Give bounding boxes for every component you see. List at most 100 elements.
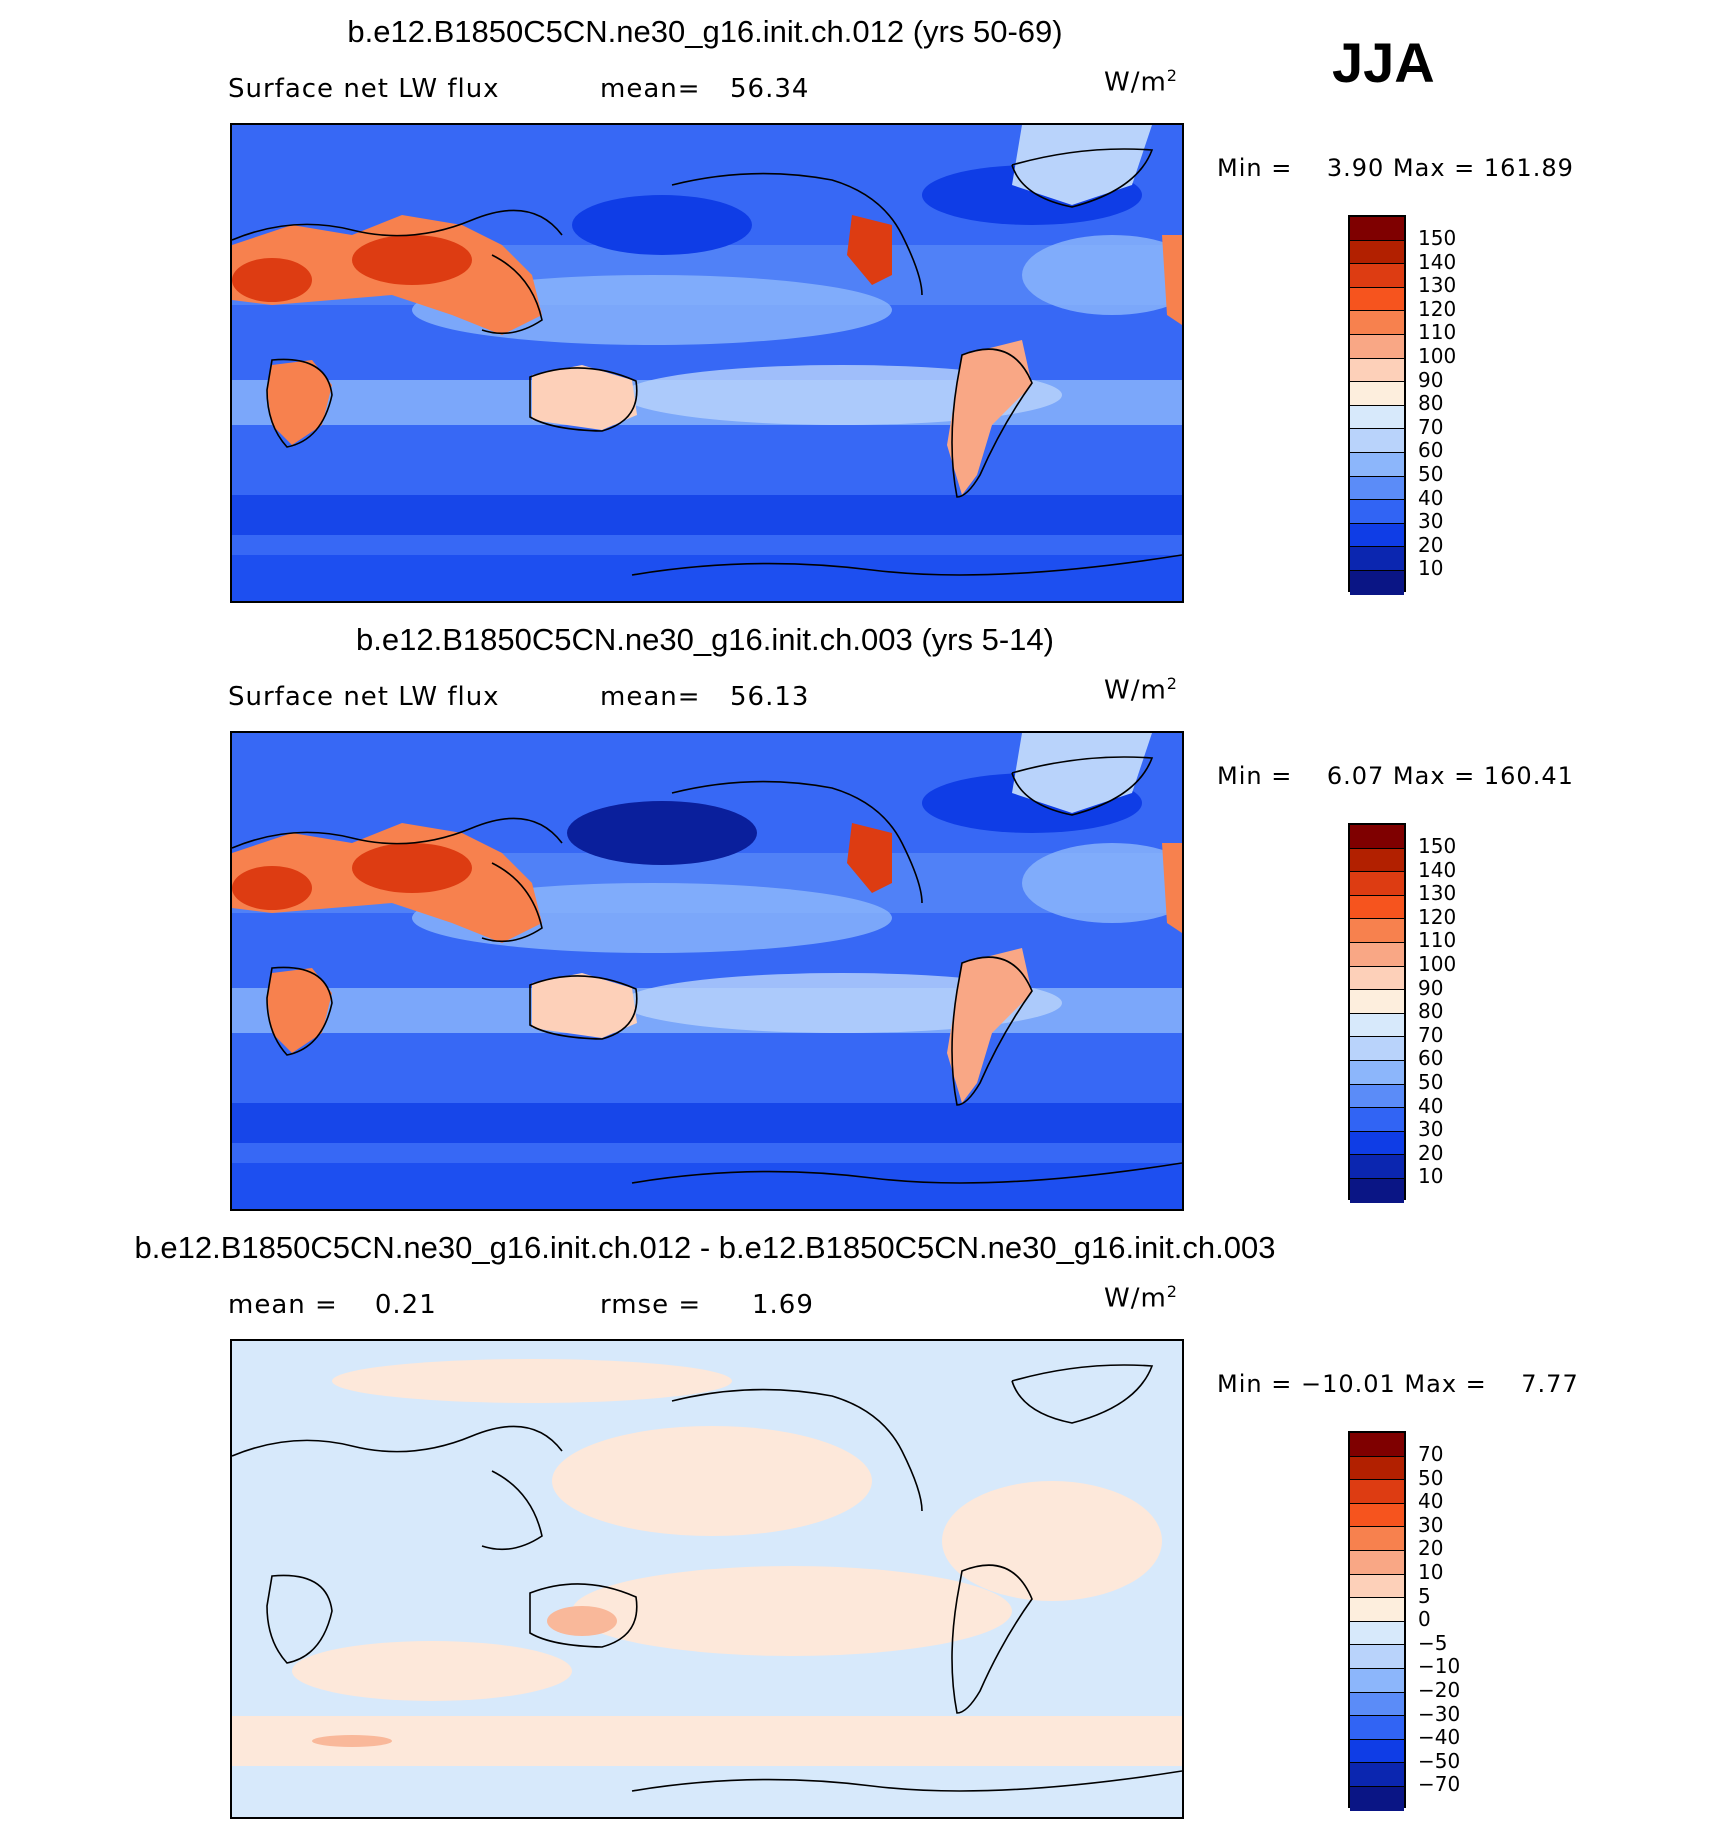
colorbar-label: 150 — [1418, 226, 1457, 250]
colorbar-swatch — [1350, 872, 1404, 896]
colorbar-swatch — [1350, 358, 1404, 383]
colorbar-label: 50 — [1418, 1069, 1444, 1094]
colorbar-label: 90 — [1418, 975, 1444, 1000]
colorbar-label: −50 — [1418, 1748, 1461, 1773]
colorbar-label: 70 — [1418, 1022, 1444, 1047]
colorbar-label: 120 — [1418, 296, 1457, 321]
colorbar-label: 150 — [1418, 834, 1457, 858]
colorbar-label: 5 — [1418, 1583, 1431, 1608]
colorbar-label: −5 — [1418, 1630, 1448, 1655]
colorbar-swatch — [1350, 1716, 1404, 1740]
panel3-colorbar-labels: 70 50 40 30 20 10 5 0 −5 −10 −20 −30 −40… — [1418, 1442, 1461, 1797]
colorbar-swatch — [1350, 1692, 1404, 1717]
colorbar-swatch — [1350, 217, 1404, 241]
colorbar-swatch — [1350, 1178, 1404, 1203]
colorbar-label: 50 — [1418, 461, 1444, 486]
colorbar-label: 50 — [1418, 1465, 1444, 1490]
colorbar-label: 130 — [1418, 881, 1457, 906]
colorbar-swatch — [1350, 382, 1404, 406]
panel1-colorbar — [1348, 215, 1406, 595]
colorbar-label: 100 — [1418, 951, 1457, 976]
colorbar-label: 40 — [1418, 1093, 1444, 1118]
colorbar-label: 40 — [1418, 1489, 1444, 1514]
colorbar-swatch — [1350, 240, 1404, 265]
panel1-map — [230, 123, 1184, 603]
panel2-units: W/m2 — [1104, 674, 1178, 706]
panel2-variable-label: Surface net LW flux — [228, 682, 500, 712]
panel3-minmax: Min = −10.01 Max = 7.77 — [1217, 1370, 1579, 1398]
colorbar-swatch — [1350, 523, 1404, 548]
panel3-title: b.e12.B1850C5CN.ne30_g16.init.ch.012 - b… — [134, 1230, 1276, 1265]
panel3-colorbar — [1348, 1431, 1406, 1811]
season-label: JJA — [1332, 31, 1435, 94]
colorbar-swatch — [1350, 547, 1404, 571]
colorbar-swatch — [1350, 1527, 1404, 1551]
colorbar-swatch — [1350, 825, 1404, 849]
colorbar-swatch — [1350, 264, 1404, 288]
colorbar-swatch — [1350, 311, 1404, 335]
colorbar-swatch — [1350, 1013, 1404, 1038]
panel2-minmax: Min = 6.07 Max = 160.41 — [1217, 762, 1574, 790]
colorbar-swatch — [1350, 1060, 1404, 1085]
panel3-map — [230, 1339, 1184, 1819]
colorbar-label: 30 — [1418, 1117, 1444, 1142]
colorbar-label: 140 — [1418, 249, 1457, 274]
colorbar-label: 10 — [1418, 1164, 1444, 1189]
colorbar-label: 60 — [1418, 438, 1444, 463]
colorbar-label: 20 — [1418, 1140, 1444, 1165]
colorbar-label: 140 — [1418, 857, 1457, 882]
colorbar-label: 10 — [1418, 1559, 1444, 1584]
colorbar-swatch — [1350, 966, 1404, 991]
panel2-mean-label: mean= — [600, 682, 701, 712]
colorbar-label: 110 — [1418, 928, 1457, 953]
colorbar-label: 100 — [1418, 343, 1457, 368]
colorbar-swatch — [1350, 1037, 1404, 1061]
colorbar-swatch — [1350, 1433, 1404, 1457]
colorbar-label: 70 — [1418, 1442, 1444, 1466]
colorbar-swatch — [1350, 287, 1404, 312]
colorbar-label: −30 — [1418, 1701, 1461, 1726]
panel2-title: b.e12.B1850C5CN.ne30_g16.init.ch.003 (yr… — [356, 622, 1054, 657]
colorbar-swatch — [1350, 1108, 1404, 1132]
colorbar-swatch — [1350, 1550, 1404, 1575]
colorbar-label: 30 — [1418, 1512, 1444, 1537]
panel2-colorbar-labels: 150 140 130 120 110 100 90 80 70 60 50 4… — [1418, 834, 1457, 1189]
panel3-units: W/m2 — [1104, 1282, 1178, 1314]
colorbar-swatch — [1350, 405, 1404, 430]
colorbar-swatch — [1350, 1155, 1404, 1179]
colorbar-label: −70 — [1418, 1772, 1461, 1797]
colorbar-label: 20 — [1418, 1536, 1444, 1561]
colorbar-swatch — [1350, 1668, 1404, 1693]
colorbar-label: 120 — [1418, 904, 1457, 929]
colorbar-swatch — [1350, 334, 1404, 359]
panel1-title: b.e12.B1850C5CN.ne30_g16.init.ch.012 (yr… — [347, 14, 1063, 49]
colorbar-swatch — [1350, 1598, 1404, 1622]
panel1-units: W/m2 — [1104, 66, 1178, 98]
colorbar-swatch — [1350, 1763, 1404, 1787]
colorbar-swatch — [1350, 1480, 1404, 1504]
colorbar-swatch — [1350, 1621, 1404, 1646]
colorbar-swatch — [1350, 570, 1404, 595]
colorbar-swatch — [1350, 452, 1404, 477]
colorbar-swatch — [1350, 1503, 1404, 1528]
colorbar-label: 40 — [1418, 485, 1444, 510]
colorbar-label: 10 — [1418, 556, 1444, 581]
colorbar-swatch — [1350, 1786, 1404, 1811]
panel3-rmse-value: 1.69 — [752, 1290, 814, 1320]
colorbar-swatch — [1350, 990, 1404, 1014]
panel2-mean-value: 56.13 — [730, 682, 810, 712]
colorbar-label: −20 — [1418, 1677, 1461, 1702]
panel1-minmax: Min = 3.90 Max = 161.89 — [1217, 154, 1574, 182]
colorbar-label: 90 — [1418, 367, 1444, 392]
colorbar-swatch — [1350, 429, 1404, 453]
colorbar-label: 80 — [1418, 391, 1444, 416]
panel1-variable-label: Surface net LW flux — [228, 74, 500, 104]
panel1-mean-value: 56.34 — [730, 74, 810, 104]
colorbar-label: 20 — [1418, 532, 1444, 557]
colorbar-label: 60 — [1418, 1046, 1444, 1071]
colorbar-swatch — [1350, 476, 1404, 501]
panel2-map — [230, 731, 1184, 1211]
colorbar-swatch — [1350, 1456, 1404, 1481]
colorbar-swatch — [1350, 895, 1404, 920]
colorbar-swatch — [1350, 848, 1404, 873]
